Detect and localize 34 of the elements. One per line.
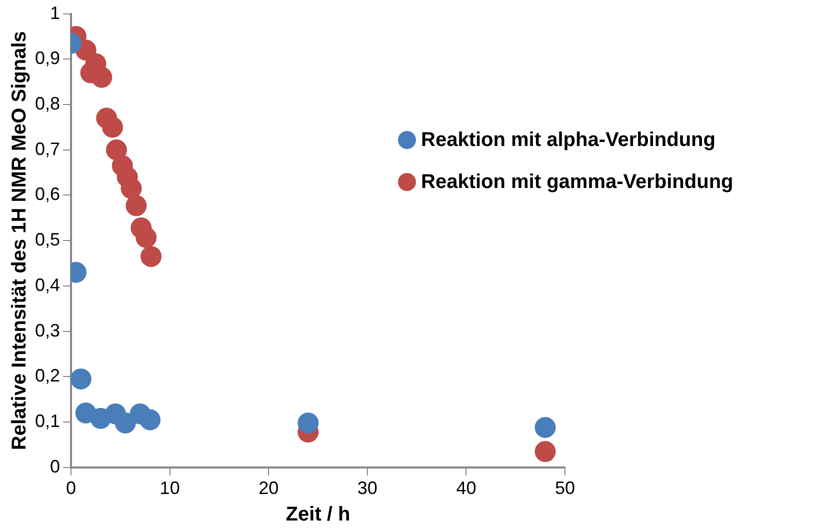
point — [140, 409, 161, 430]
x-tick-label: 20 — [258, 478, 279, 498]
x-axis-title: Zeit / h — [286, 504, 350, 526]
y-tick-label: 0,6 — [34, 184, 60, 204]
x-tick-label: 40 — [456, 478, 476, 498]
legend-label: Reaktion mit gamma-Verbindung — [421, 170, 734, 194]
y-tick-label: 0,4 — [34, 274, 60, 295]
y-tick-label: 0,5 — [34, 230, 60, 250]
point — [136, 226, 157, 248]
y-tick-label: 0,3 — [34, 320, 60, 340]
x-tick-label: 10 — [160, 478, 180, 498]
y-tick-label: 1 — [50, 2, 60, 23]
point — [106, 139, 127, 160]
y-axis-title: Relative Intensität des 1H NMR MeO Signals — [8, 31, 31, 450]
point — [102, 116, 124, 138]
point — [114, 412, 136, 434]
point — [298, 412, 319, 434]
point — [126, 195, 147, 216]
y-tick-label: 0,7 — [34, 138, 60, 159]
legend-label: Reaktion mit alpha-Verbindung — [421, 128, 716, 152]
point — [71, 368, 92, 390]
point — [120, 178, 142, 199]
y-tick-label: 0,2 — [34, 366, 60, 386]
y-tick-label: 0,1 — [34, 411, 60, 432]
point — [534, 441, 556, 462]
y-tick-label: 0,8 — [34, 93, 60, 114]
x-tick-label: 0 — [66, 478, 76, 498]
point — [534, 416, 556, 438]
point — [140, 246, 162, 267]
y-tick-label: 0 — [50, 456, 60, 476]
x-tick-label: 30 — [357, 478, 378, 498]
y-tick-label: 0,9 — [34, 48, 60, 68]
point — [91, 66, 112, 88]
x-tick-label: 50 — [554, 478, 576, 498]
